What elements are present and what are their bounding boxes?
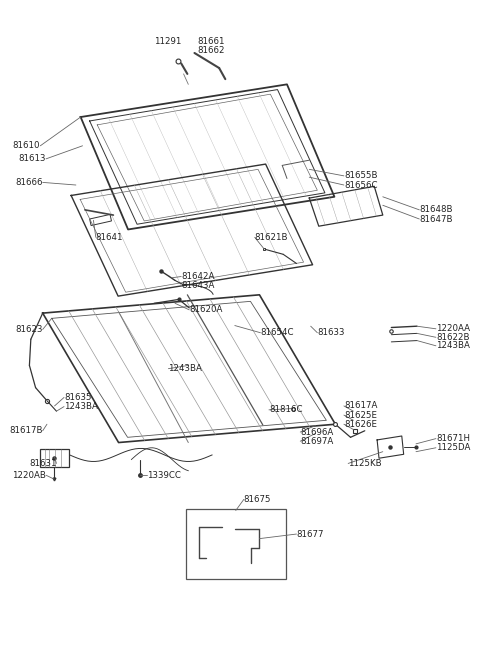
Text: 81617B: 81617B [9,426,43,436]
Text: 81696A: 81696A [300,428,334,437]
Text: 81610: 81610 [13,141,40,150]
Text: 81626E: 81626E [344,420,377,429]
Text: 81677: 81677 [297,529,324,538]
Text: 81655B: 81655B [344,172,377,180]
Text: 81625E: 81625E [344,411,377,420]
Text: 81620A: 81620A [189,305,223,314]
Text: 81613: 81613 [19,155,46,163]
Text: 11291: 11291 [154,37,181,47]
Text: 1243BA: 1243BA [64,402,98,411]
Text: 81621B: 81621B [255,233,288,242]
Text: 81647B: 81647B [420,214,453,223]
Text: 81641: 81641 [96,233,123,242]
Text: 1339CC: 1339CC [146,471,180,479]
Text: 81816C: 81816C [269,405,302,415]
Text: 81675: 81675 [244,495,271,504]
Text: 81631: 81631 [29,459,57,468]
Text: 81697A: 81697A [300,437,334,446]
Text: 81648B: 81648B [420,206,453,214]
Text: 81633: 81633 [317,328,345,337]
Text: 81623: 81623 [15,325,43,334]
Text: 81622B: 81622B [436,333,469,342]
Text: 81642A: 81642A [181,272,215,281]
Text: 1243BA: 1243BA [168,364,202,373]
Text: 1125DA: 1125DA [436,443,470,452]
Text: 81654C: 81654C [261,328,294,337]
Text: 81656C: 81656C [344,181,377,189]
Text: 81635: 81635 [64,393,92,402]
Text: 1220AB: 1220AB [12,471,46,479]
Text: 81617A: 81617A [344,402,377,411]
Text: 81666: 81666 [15,178,43,187]
Text: 1220AA: 1220AA [436,324,470,333]
Text: 1125KB: 1125KB [348,459,382,468]
Text: 81643A: 81643A [181,281,215,290]
Text: 1243BA: 1243BA [436,341,470,350]
Text: 81662: 81662 [198,46,225,55]
Text: 81661: 81661 [198,37,225,47]
Text: 81671H: 81671H [436,434,470,443]
